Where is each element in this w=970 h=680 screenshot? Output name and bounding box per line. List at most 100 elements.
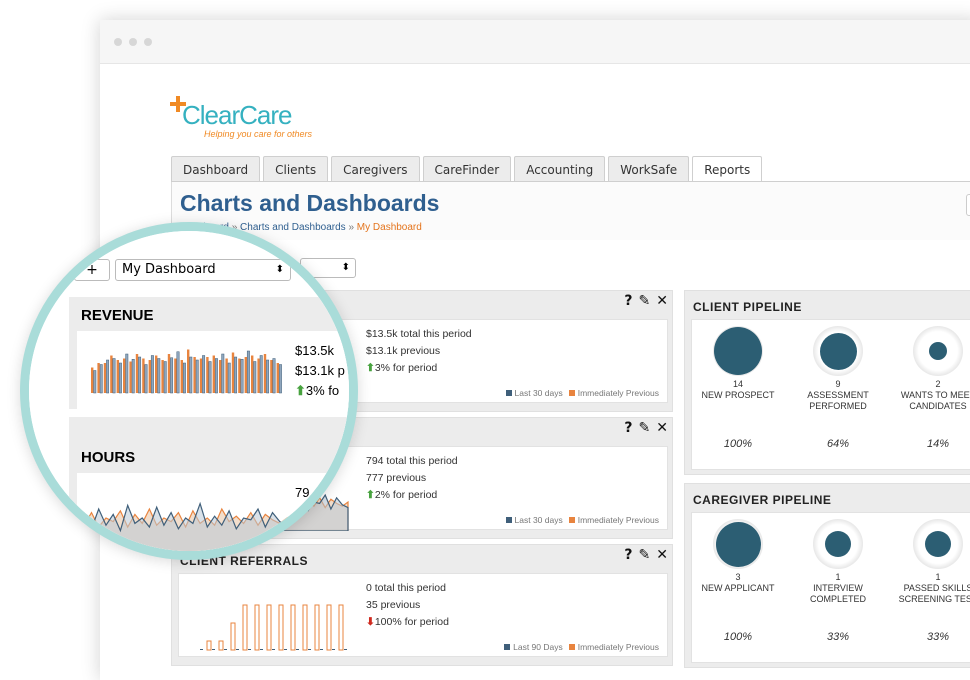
close-icon[interactable]: ✕ (656, 420, 668, 436)
revenue-bar-current (278, 364, 282, 394)
revenue-change: 3% for period (374, 362, 438, 374)
pipeline-stage[interactable]: 3 NEW APPLICANT (690, 519, 786, 594)
window-dot-icon[interactable] (129, 38, 137, 46)
pipeline-disc (925, 531, 951, 557)
pipeline-count: 3 (735, 572, 741, 582)
pipeline-stage[interactable]: 1 INTERVIEW COMPLETED (790, 519, 886, 605)
hours-chart-zoom (77, 501, 288, 551)
pipeline-disc (819, 332, 857, 370)
hours-change: 2% for period (374, 489, 438, 501)
revenue-bar-current (144, 364, 148, 394)
referral-bar-current (224, 649, 227, 650)
referrals-body: 0 total this period 35 previous ⬇100% fo… (178, 573, 668, 657)
referrals-chart (200, 604, 347, 651)
revenue-bar-previous (244, 357, 247, 393)
page-header (171, 182, 970, 240)
tab-clients[interactable]: Clients (263, 156, 329, 182)
revenue-bar-current (176, 351, 180, 394)
revenue-bar-previous (257, 358, 260, 393)
header-action-button[interactable] (966, 194, 970, 216)
revenue-bar-current (163, 361, 167, 394)
revenue-bar-current (112, 358, 116, 394)
close-icon[interactable]: ✕ (656, 547, 668, 563)
revenue-bar-previous (174, 358, 177, 393)
pipeline-label: NEW APPLICANT (701, 583, 775, 593)
dashboard-select[interactable]: My Dashboard ⬍ (115, 259, 291, 281)
pipeline-label: PERFORMED (809, 401, 867, 411)
referral-bar-previous (338, 604, 344, 651)
revenue-bar-current (227, 362, 231, 394)
revenue-bar-previous (199, 358, 203, 393)
revenue-bar-current (221, 353, 225, 394)
revenue-bar-current (208, 361, 212, 394)
close-icon[interactable]: ✕ (656, 293, 668, 309)
revenue-bar-current (214, 358, 218, 394)
revenue-bar-current (266, 359, 270, 394)
revenue-bar-previous (116, 360, 119, 393)
window-dot-icon[interactable] (144, 38, 152, 46)
revenue-bar-previous (97, 363, 100, 393)
hours-previous: 777 previous (366, 472, 427, 484)
browser-chrome (100, 20, 970, 64)
select-arrow-icon: ⬍ (275, 264, 284, 275)
referrals-legend: Last 90 Days Immediately Previous (504, 642, 659, 652)
revenue-bar-current (118, 362, 122, 394)
app-logo[interactable]: ClearCare Helping you care for others (170, 96, 370, 146)
tab-carefinder[interactable]: CareFinder (422, 156, 512, 182)
revenue-legend: Last 30 days Immediately Previous (505, 388, 659, 398)
tab-dashboard[interactable]: Dashboard (171, 156, 261, 182)
pipeline-label: INTERVIEW (813, 583, 863, 593)
pipeline-count: 14 (732, 379, 743, 389)
revenue-bar-previous (123, 358, 126, 393)
revenue-bar-current (259, 355, 263, 394)
main-tabs: Dashboard Clients Caregivers CareFinder … (171, 156, 763, 183)
revenue-bar-previous (155, 355, 158, 393)
pipeline-ring (713, 519, 763, 569)
hours-area-current (77, 501, 288, 551)
legend-current: Last 30 days (514, 388, 563, 398)
revenue-bar-previous (212, 355, 215, 393)
tab-accounting[interactable]: Accounting (514, 156, 606, 182)
referrals-previous: 35 previous (366, 599, 421, 611)
pipeline-label: WANTS TO MEET (900, 390, 970, 400)
referral-bar-current (212, 649, 215, 650)
tab-worksafe[interactable]: WorkSafe (608, 156, 690, 182)
referral-bar-previous (302, 604, 308, 651)
pipeline-stage[interactable]: 1 PASSED SKILLS SCREENING TEST (890, 519, 970, 605)
revenue-bar-current (272, 358, 276, 394)
add-dashboard-button[interactable]: + (74, 259, 110, 281)
referrals-change: 100% for period (374, 616, 449, 628)
pipeline-percent: 14% (926, 438, 950, 450)
tab-reports[interactable]: Reports (692, 156, 763, 183)
referral-bar-previous (218, 640, 224, 651)
pipeline-disc (929, 342, 947, 360)
revenue-bar-current (93, 370, 97, 394)
pipeline-stage[interactable]: 14 NEW PROSPECT (690, 326, 786, 401)
pipeline-ring (813, 519, 863, 569)
help-icon[interactable]: ? (624, 420, 633, 436)
pipeline-stage[interactable]: 9 ASSESSMENT PERFORMED (790, 326, 886, 412)
edit-icon[interactable]: ✎ (638, 547, 651, 563)
pipeline-count: 1 (935, 572, 941, 582)
revenue-bar-current (150, 355, 154, 394)
breadcrumb-charts[interactable]: Charts and Dashboards (240, 222, 346, 233)
help-icon[interactable]: ? (624, 293, 633, 309)
logo-tagline: Helping you care for others (204, 129, 313, 139)
help-icon[interactable]: ? (624, 547, 633, 563)
hours-total: 794 total this period (366, 455, 458, 467)
lens-revenue-panel: REVENUE $13.5k $13.1k p ⬆3% fo (69, 297, 349, 409)
edit-icon[interactable]: ✎ (638, 293, 651, 309)
revenue-bar-previous (187, 349, 190, 393)
pipeline-disc (825, 531, 851, 557)
revenue-chart-zoom (91, 349, 282, 394)
pipeline-label: SCREENING TEST (898, 594, 970, 604)
pipeline-stage[interactable]: 2 WANTS TO MEET CANDIDATES (890, 326, 970, 412)
pipeline-label: ASSESSMENT (807, 390, 869, 400)
tab-caregivers[interactable]: Caregivers (331, 156, 420, 182)
edit-icon[interactable]: ✎ (638, 420, 651, 436)
revenue-bar-previous (251, 355, 254, 393)
client-pipeline-body: 14 NEW PROSPECT 100% 9 ASSESSMENT PERFORMED 64… (691, 319, 970, 470)
pipeline-percent: 33% (826, 631, 850, 643)
window-dot-icon[interactable] (114, 38, 122, 46)
revenue-bar-previous (276, 363, 279, 393)
